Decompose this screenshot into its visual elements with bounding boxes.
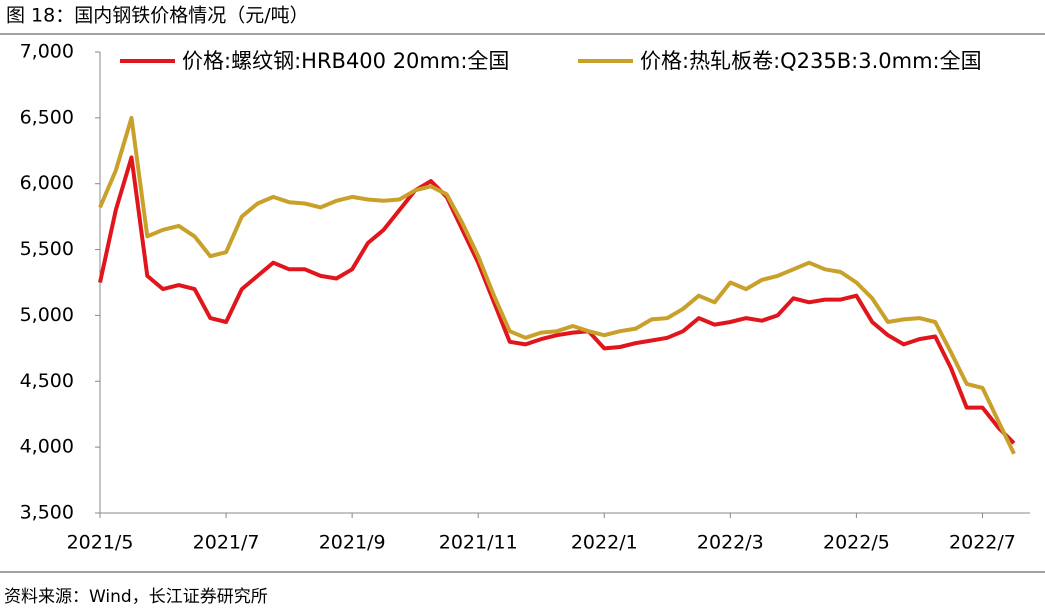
x-tick-label: 2022/5 <box>823 532 890 554</box>
x-tick-label: 2021/7 <box>193 532 260 554</box>
x-tick-label: 2021/5 <box>67 532 134 554</box>
x-tick-label: 2022/7 <box>949 532 1016 554</box>
x-tick-label: 2021/9 <box>319 532 386 554</box>
y-tick-label: 6,500 <box>20 106 74 128</box>
chart-title: 图 18：国内钢铁价格情况（元/吨） <box>6 5 309 27</box>
x-tick-label: 2022/3 <box>697 532 764 554</box>
y-tick-label: 5,500 <box>20 238 74 260</box>
x-tick-label: 2021/11 <box>439 532 518 554</box>
y-tick-label: 7,000 <box>20 41 74 63</box>
line-series <box>98 115 1016 455</box>
y-tick-label: 4,500 <box>20 370 74 392</box>
y-tick-label: 5,000 <box>20 304 74 326</box>
line-series <box>98 155 1016 445</box>
y-tick-label: 6,000 <box>20 172 74 194</box>
y-tick-label: 3,500 <box>20 502 74 524</box>
legend-label: 价格:螺纹钢:HRB400 20mm:全国 <box>182 49 509 73</box>
x-tick-label: 2022/1 <box>571 532 638 554</box>
y-tick-label: 4,000 <box>20 436 74 458</box>
legend-label: 价格:热轧板卷:Q235B:3.0mm:全国 <box>640 49 982 73</box>
source: 资料来源：Wind，长江证券研究所 <box>4 587 268 607</box>
